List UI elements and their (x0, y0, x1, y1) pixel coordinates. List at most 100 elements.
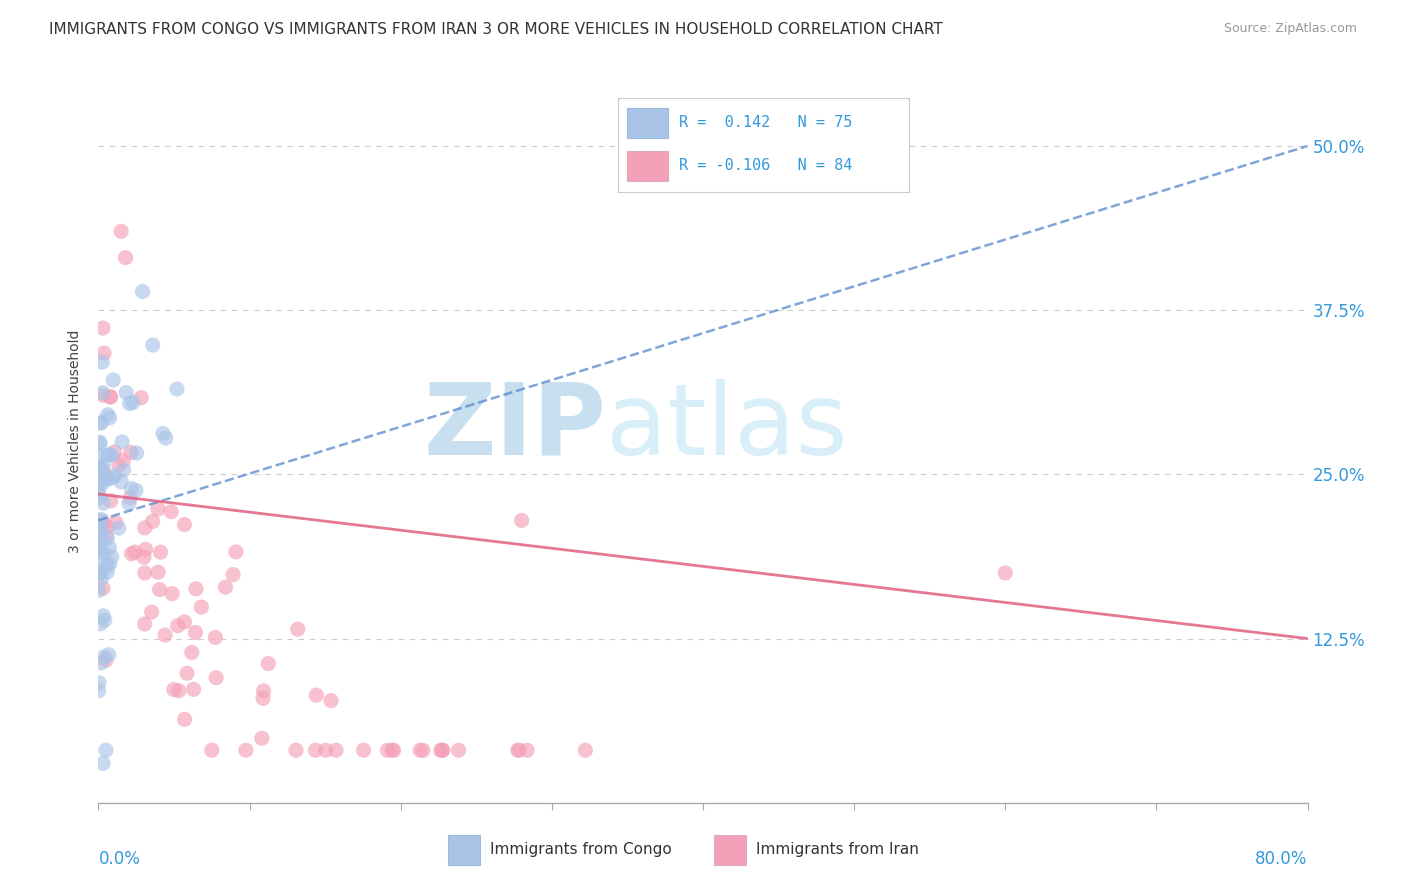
Point (87, 449, 110, 463)
Point (120, 482, 142, 496)
Point (96, 529, 118, 543)
Point (98, 448, 121, 462)
Point (91, 756, 114, 771)
Point (110, 475, 132, 489)
Point (205, 671, 228, 685)
Point (257, 657, 280, 671)
Point (325, 743, 347, 757)
Point (250, 731, 273, 746)
Point (98, 557, 121, 571)
Point (91, 388, 114, 402)
Point (166, 619, 188, 633)
Point (429, 743, 451, 757)
Point (222, 567, 245, 582)
Point (108, 458, 131, 472)
Point (104, 468, 127, 483)
Point (381, 743, 404, 757)
Point (90, 512, 112, 526)
Text: 0.0%: 0.0% (98, 850, 141, 868)
Point (98, 390, 121, 404)
Point (93, 608, 115, 623)
Point (132, 550, 155, 565)
Point (112, 463, 135, 477)
Point (89, 437, 111, 451)
Point (104, 516, 127, 530)
Point (184, 625, 207, 640)
Point (87, 541, 110, 555)
Point (114, 251, 136, 265)
Point (89, 461, 111, 475)
Point (93, 649, 115, 664)
Point (94, 653, 117, 667)
Point (176, 666, 198, 681)
Point (160, 587, 183, 601)
Point (382, 743, 405, 757)
Point (96, 472, 118, 486)
Point (149, 545, 172, 559)
Point (87, 583, 110, 598)
Point (87, 487, 110, 501)
Point (574, 743, 596, 757)
Point (173, 517, 195, 532)
Point (91, 476, 114, 491)
Point (93, 613, 115, 627)
Point (89, 434, 111, 449)
Point (153, 628, 176, 642)
Point (91, 582, 114, 596)
Point (89, 616, 111, 631)
Point (115, 385, 138, 400)
Point (110, 224, 132, 238)
Text: Source: ZipAtlas.com: Source: ZipAtlas.com (1223, 22, 1357, 36)
Point (353, 743, 375, 757)
Point (90, 565, 112, 579)
Point (89, 525, 111, 540)
Point (510, 513, 533, 527)
Point (91, 458, 114, 473)
Point (146, 566, 169, 580)
Point (506, 743, 529, 757)
Point (97, 472, 120, 486)
Point (166, 382, 188, 396)
Point (160, 505, 183, 519)
Point (252, 684, 274, 698)
Point (89, 530, 111, 544)
Point (98, 541, 121, 555)
Point (87, 469, 110, 483)
Point (149, 582, 172, 597)
Point (432, 743, 454, 757)
Point (287, 622, 309, 636)
Text: 80.0%: 80.0% (1256, 850, 1308, 868)
Text: IMMIGRANTS FROM CONGO VS IMMIGRANTS FROM IRAN 3 OR MORE VEHICLES IN HOUSEHOLD CO: IMMIGRANTS FROM CONGO VS IMMIGRANTS FROM… (49, 22, 943, 37)
Point (134, 617, 156, 632)
Point (183, 682, 205, 697)
Point (96, 532, 118, 546)
Point (100, 549, 122, 564)
Point (180, 646, 202, 660)
Point (141, 605, 163, 619)
Point (90, 571, 112, 585)
Point (319, 693, 342, 707)
Point (125, 446, 148, 460)
Point (432, 743, 454, 757)
Point (204, 631, 226, 645)
Point (91, 321, 114, 335)
Point (235, 743, 257, 757)
Point (163, 682, 186, 697)
Point (101, 470, 124, 484)
Point (508, 743, 530, 757)
Point (89, 538, 111, 552)
Point (89, 462, 111, 476)
Point (91, 517, 114, 532)
Point (214, 580, 236, 594)
Point (201, 743, 224, 757)
Point (96, 520, 118, 534)
Point (90, 523, 112, 537)
Point (134, 521, 156, 535)
Point (142, 515, 165, 529)
Point (96, 558, 118, 573)
Point (101, 448, 124, 462)
Point (377, 743, 399, 757)
Point (107, 521, 129, 535)
Point (87, 514, 110, 528)
Point (94, 743, 117, 757)
